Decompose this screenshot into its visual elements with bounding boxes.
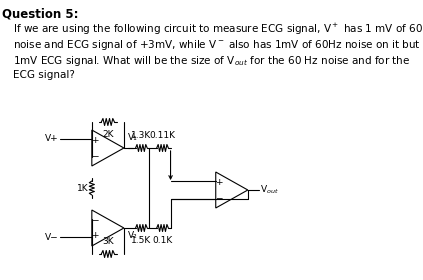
- Text: 1.5K: 1.5K: [131, 236, 151, 245]
- Text: noise and ECG signal of +3mV, while V$^-$ also has 1mV of 60Hz noise on it but a: noise and ECG signal of +3mV, while V$^-…: [13, 38, 423, 52]
- Text: 0.1K: 0.1K: [152, 236, 173, 245]
- Text: +: +: [91, 136, 99, 144]
- Text: 2K: 2K: [102, 130, 114, 139]
- Text: −: −: [91, 151, 99, 160]
- Text: 1mV ECG signal. What will be the size of V$_{out}$ for the 60 Hz noise and for t: 1mV ECG signal. What will be the size of…: [13, 54, 410, 68]
- Text: 1.3K: 1.3K: [131, 131, 151, 140]
- Text: −: −: [215, 193, 222, 202]
- Text: 0.11K: 0.11K: [150, 131, 176, 140]
- Text: V₁: V₁: [128, 133, 138, 142]
- Text: V+: V+: [45, 134, 59, 143]
- Text: −: −: [91, 216, 99, 225]
- Text: 3K: 3K: [102, 237, 114, 246]
- Text: ECG signal?: ECG signal?: [13, 70, 75, 80]
- Text: Question 5:: Question 5:: [2, 7, 79, 20]
- Text: V$_{out}$: V$_{out}$: [260, 184, 279, 196]
- Text: V−: V−: [45, 234, 59, 242]
- Text: If we are using the following circuit to measure ECG signal, V$^+$ has 1 mV of 6: If we are using the following circuit to…: [13, 22, 423, 37]
- Text: +: +: [215, 178, 222, 186]
- Text: V₂: V₂: [128, 231, 138, 240]
- Text: 1K: 1K: [77, 183, 88, 193]
- Text: +: +: [91, 232, 99, 241]
